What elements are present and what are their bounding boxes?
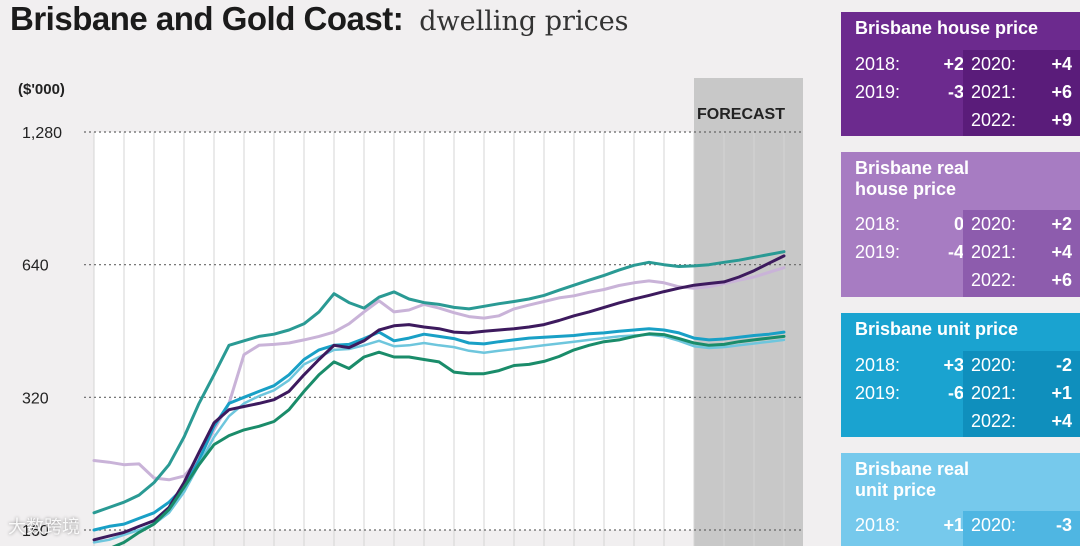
year-label: 2018: [855, 515, 901, 535]
change-value: +6 [1051, 82, 1072, 102]
y-tick-label: 1,280 [22, 125, 62, 142]
change-value: +9 [1051, 110, 1072, 130]
year-label: 2020: [971, 355, 1017, 375]
forecast-label: FORECAST [697, 106, 785, 123]
panel-title: Brisbane real house price [855, 158, 970, 199]
year-label: 2021: [971, 242, 1017, 262]
panel-brisbane-real-house-price: Brisbane real house price 2018: 0 2019: -4… [841, 152, 1080, 297]
change-value: +2 [1051, 214, 1072, 234]
year-label: 2019: [855, 82, 901, 102]
watermark: 大数跨境 [8, 517, 80, 537]
change-value: +1 [1051, 383, 1072, 403]
plot-background [94, 132, 784, 530]
year-label: 2022: [971, 110, 1017, 130]
change-value: 0 [953, 214, 964, 234]
y-tick-label: 160 [22, 523, 49, 540]
panel-row: 2021: +1 [963, 379, 1080, 407]
price-chart: 1,280 640 320 160 ($'000) FORECAST [18, 78, 803, 546]
panel-row: 2019: -4 [855, 238, 970, 266]
panel-row: 2022: +9 [963, 106, 1080, 134]
year-label: 2018: [855, 355, 901, 375]
panel-row: 2020: +2 [963, 210, 1080, 238]
panel-brisbane-house-price: Brisbane house price 2018: +2 2019: -3 202… [841, 12, 1080, 136]
chart-title: Brisbane and Gold Coast: dwelling prices [10, 0, 629, 40]
change-value: +4 [1051, 54, 1072, 74]
panel-row: 2018: 0 [855, 210, 970, 238]
change-value: +4 [1051, 242, 1072, 262]
panel-row: 2018: +1 [855, 511, 970, 539]
panel-title: Brisbane unit price [855, 319, 1019, 339]
panel-row: 2021: +6 [963, 78, 1080, 106]
series-line-gold-coast-house-price [92, 250, 786, 515]
chart-title-sub: dwelling prices [419, 6, 629, 37]
panel-title: Brisbane house price [855, 18, 1039, 38]
change-value: -6 [947, 383, 964, 403]
year-label: 2019: [855, 383, 901, 403]
y-axis: 1,280 640 320 160 [22, 125, 803, 540]
panel-brisbane-unit-price: Brisbane unit price 2018: +3 2019: -6 2020… [841, 313, 1080, 437]
year-label: 2021: [971, 82, 1017, 102]
change-value: -3 [947, 82, 964, 102]
series-line-brisbane-house-price [92, 254, 786, 542]
panel-row: 2021: +4 [963, 238, 1080, 266]
panel-row: 2018: +3 [855, 351, 970, 379]
panel-row: 2020: -3 [963, 511, 1080, 539]
panel-brisbane-real-unit-price: Brisbane real unit price 2018: +1 2020: -3 [841, 453, 1080, 546]
panel-row: 2020: +4 [963, 50, 1080, 78]
change-value: +3 [943, 355, 964, 375]
panel-title: Brisbane real unit price [855, 459, 970, 500]
year-label: 2020: [971, 214, 1017, 234]
change-value: +2 [943, 54, 964, 74]
year-label: 2018: [855, 214, 901, 234]
change-value: +1 [943, 515, 964, 535]
change-value: -4 [947, 242, 964, 262]
chart-title-main: Brisbane and Gold Coast: [10, 0, 404, 37]
series-line-gold-coast-unit-price [111, 332, 786, 546]
panel-row: 2022: +4 [963, 407, 1080, 435]
y-tick-label: 640 [22, 258, 49, 275]
panel-row: 2018: +2 [855, 50, 970, 78]
forecast-band [694, 78, 803, 546]
year-label: 2022: [971, 411, 1017, 431]
year-label: 2021: [971, 383, 1017, 403]
year-label: 2022: [971, 270, 1017, 290]
panel-row: 2019: -6 [855, 379, 970, 407]
change-value: +4 [1051, 411, 1072, 431]
year-label: 2020: [971, 515, 1017, 535]
year-label: 2018: [855, 54, 901, 74]
y-axis-label: ($'000) [18, 81, 65, 98]
y-tick-label: 320 [22, 390, 49, 407]
change-value: -2 [1055, 355, 1072, 375]
change-value: -3 [1055, 515, 1072, 535]
series-line-brisbane-unit-price [92, 327, 786, 532]
series-line-brisbane-real-unit-price [92, 333, 786, 544]
panel-row: 2019: -3 [855, 78, 970, 106]
panel-row: 2022: +6 [963, 266, 1080, 294]
series-lines [92, 250, 786, 546]
year-label: 2020: [971, 54, 1017, 74]
change-value: +6 [1051, 270, 1072, 290]
year-label: 2019: [855, 242, 901, 262]
panel-row: 2020: -2 [963, 351, 1080, 379]
